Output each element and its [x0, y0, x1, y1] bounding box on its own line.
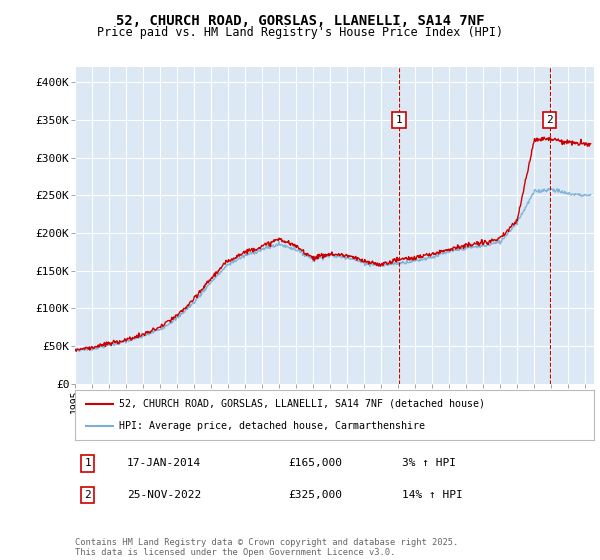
- Text: 17-JAN-2014: 17-JAN-2014: [127, 459, 201, 468]
- Text: 1: 1: [85, 459, 91, 468]
- Text: HPI: Average price, detached house, Carmarthenshire: HPI: Average price, detached house, Carm…: [119, 421, 425, 431]
- Text: 2: 2: [85, 489, 91, 500]
- Text: Contains HM Land Registry data © Crown copyright and database right 2025.
This d: Contains HM Land Registry data © Crown c…: [75, 538, 458, 557]
- Text: 25-NOV-2022: 25-NOV-2022: [127, 489, 201, 500]
- Text: £325,000: £325,000: [288, 489, 342, 500]
- Text: 1: 1: [395, 115, 403, 125]
- Text: 2: 2: [547, 115, 553, 125]
- Text: 3% ↑ HPI: 3% ↑ HPI: [402, 459, 456, 468]
- Text: £165,000: £165,000: [288, 459, 342, 468]
- Text: 14% ↑ HPI: 14% ↑ HPI: [402, 489, 463, 500]
- Text: 52, CHURCH ROAD, GORSLAS, LLANELLI, SA14 7NF: 52, CHURCH ROAD, GORSLAS, LLANELLI, SA14…: [116, 14, 484, 28]
- Text: Price paid vs. HM Land Registry's House Price Index (HPI): Price paid vs. HM Land Registry's House …: [97, 26, 503, 39]
- Text: 52, CHURCH ROAD, GORSLAS, LLANELLI, SA14 7NF (detached house): 52, CHURCH ROAD, GORSLAS, LLANELLI, SA14…: [119, 399, 485, 409]
